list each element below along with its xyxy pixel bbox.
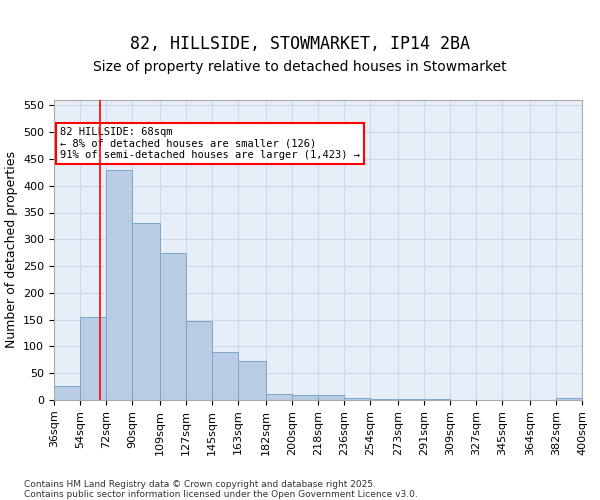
Y-axis label: Number of detached properties: Number of detached properties (5, 152, 17, 348)
Bar (186, 320, 212, 400)
Bar (344, 398, 370, 400)
Text: Contains HM Land Registry data © Crown copyright and database right 2025.
Contai: Contains HM Land Registry data © Crown c… (24, 480, 418, 500)
Bar (266, 394, 292, 400)
Bar (106, 170, 133, 400)
Bar (133, 223, 160, 400)
Bar (54, 386, 80, 400)
Bar (160, 252, 186, 400)
Bar (212, 352, 238, 400)
Text: Size of property relative to detached houses in Stowmarket: Size of property relative to detached ho… (93, 60, 507, 74)
Bar (318, 394, 344, 400)
Text: 82, HILLSIDE, STOWMARKET, IP14 2BA: 82, HILLSIDE, STOWMARKET, IP14 2BA (130, 35, 470, 53)
Bar (292, 394, 318, 400)
Bar (80, 317, 106, 400)
Bar (238, 361, 266, 400)
Text: 82 HILLSIDE: 68sqm
← 8% of detached houses are smaller (126)
91% of semi-detache: 82 HILLSIDE: 68sqm ← 8% of detached hous… (60, 127, 360, 160)
Bar (556, 398, 582, 400)
